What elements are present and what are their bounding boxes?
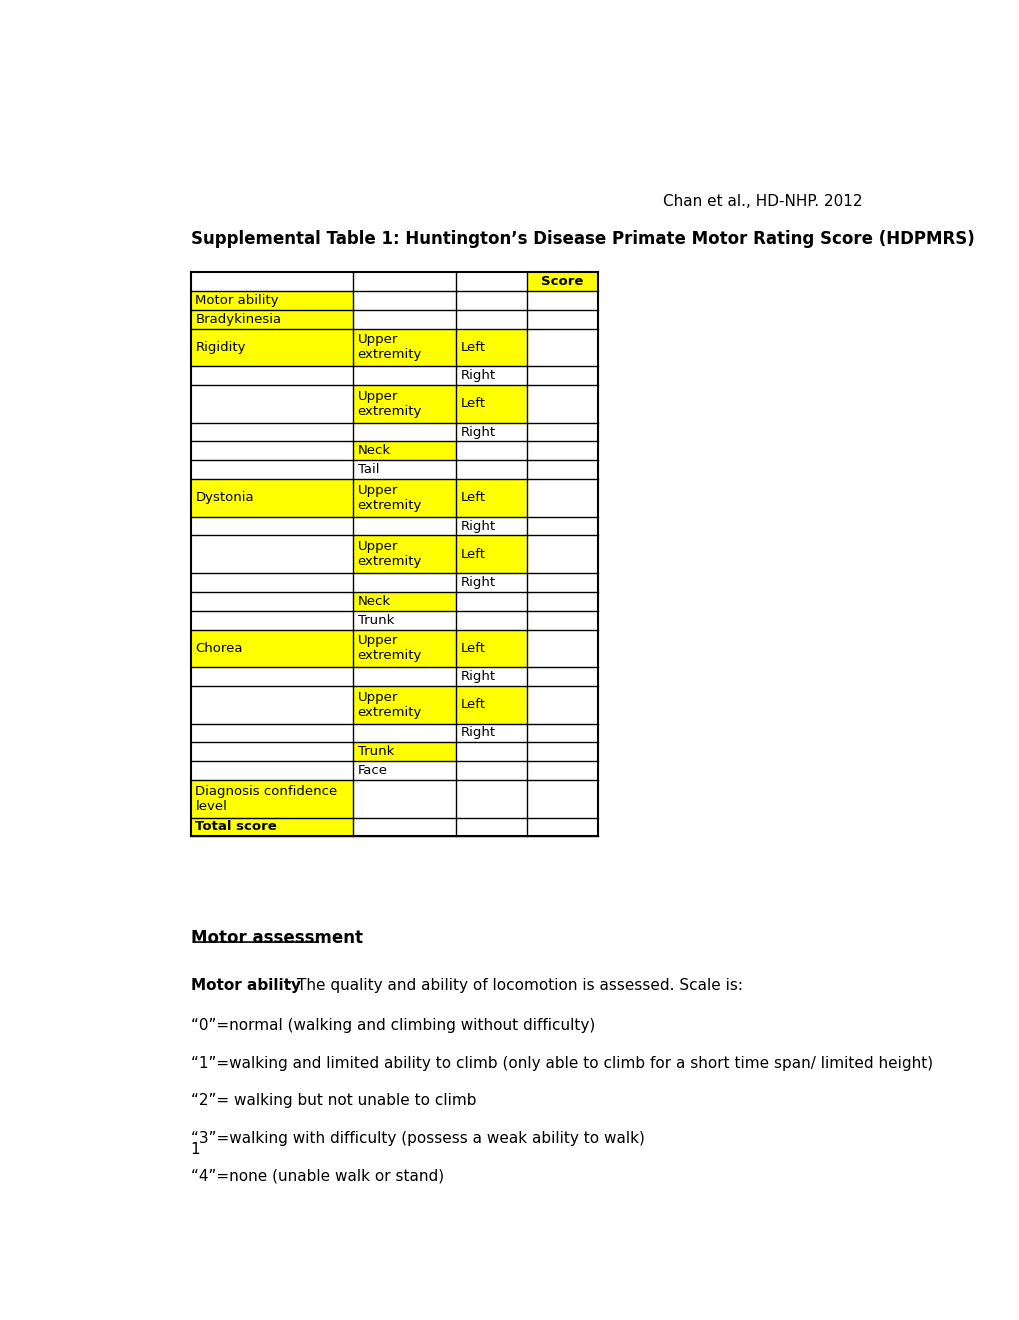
Text: Right: Right — [460, 370, 495, 383]
Text: Neck: Neck — [358, 595, 390, 607]
Bar — [526, 272, 597, 290]
Bar — [191, 290, 353, 310]
Text: Left: Left — [460, 397, 485, 411]
Bar — [353, 441, 455, 461]
Text: Score: Score — [540, 275, 583, 288]
Text: Right: Right — [460, 425, 495, 438]
Text: Tail: Tail — [358, 463, 379, 477]
Text: Chan et al., HD-NHP. 2012: Chan et al., HD-NHP. 2012 — [662, 194, 862, 209]
Text: : The quality and ability of locomotion is assessed. Scale is:: : The quality and ability of locomotion … — [287, 978, 743, 993]
Text: Supplemental Table 1: Huntington’s Disease Primate Motor Rating Score (HDPMRS): Supplemental Table 1: Huntington’s Disea… — [191, 230, 973, 248]
Text: Upper
extremity: Upper extremity — [358, 635, 422, 663]
Bar — [455, 686, 526, 723]
Text: Total score: Total score — [196, 821, 277, 833]
Bar — [353, 630, 455, 667]
Bar — [353, 742, 455, 762]
Text: “2”= walking but not unable to climb: “2”= walking but not unable to climb — [191, 1093, 476, 1109]
Text: Neck: Neck — [358, 445, 390, 457]
Bar — [353, 329, 455, 366]
Text: Left: Left — [460, 548, 485, 561]
Bar — [455, 630, 526, 667]
Text: Upper
extremity: Upper extremity — [358, 334, 422, 362]
Text: Dystonia: Dystonia — [196, 491, 254, 504]
Text: Trunk: Trunk — [358, 746, 393, 758]
Bar — [191, 329, 353, 366]
Text: Chorea: Chorea — [196, 642, 243, 655]
Text: Left: Left — [460, 698, 485, 711]
Bar — [353, 591, 455, 611]
Text: Motor ability: Motor ability — [196, 294, 279, 308]
Bar — [191, 780, 353, 817]
Text: Right: Right — [460, 520, 495, 532]
Bar — [191, 310, 353, 329]
Text: Diagnosis confidence
level: Diagnosis confidence level — [196, 784, 337, 813]
Text: Upper
extremity: Upper extremity — [358, 690, 422, 718]
Bar — [455, 536, 526, 573]
Text: Upper
extremity: Upper extremity — [358, 540, 422, 569]
Bar — [191, 479, 353, 516]
Text: “1”=walking and limited ability to climb (only able to climb for a short time sp: “1”=walking and limited ability to climb… — [191, 1056, 932, 1071]
Bar — [353, 479, 455, 516]
Text: Right: Right — [460, 726, 495, 739]
Text: Right: Right — [460, 576, 495, 589]
Text: Left: Left — [460, 642, 485, 655]
Bar — [191, 630, 353, 667]
Text: Right: Right — [460, 671, 495, 682]
Bar — [455, 329, 526, 366]
Text: Upper
extremity: Upper extremity — [358, 484, 422, 512]
Text: Left: Left — [460, 341, 485, 354]
Text: 1: 1 — [191, 1142, 200, 1156]
Text: Trunk: Trunk — [358, 614, 393, 627]
Bar — [353, 686, 455, 723]
Bar — [455, 479, 526, 516]
Text: Motor assessment: Motor assessment — [191, 929, 363, 946]
Text: Motor ability: Motor ability — [191, 978, 301, 993]
Text: “3”=walking with difficulty (possess a weak ability to walk): “3”=walking with difficulty (possess a w… — [191, 1131, 644, 1146]
Text: “4”=none (unable walk or stand): “4”=none (unable walk or stand) — [191, 1168, 443, 1184]
Bar — [455, 385, 526, 422]
Text: Upper
extremity: Upper extremity — [358, 389, 422, 418]
Bar — [353, 536, 455, 573]
Text: Rigidity: Rigidity — [196, 341, 246, 354]
Bar — [353, 385, 455, 422]
Text: Bradykinesia: Bradykinesia — [196, 313, 281, 326]
Text: Face: Face — [358, 764, 387, 777]
Text: Left: Left — [460, 491, 485, 504]
Bar — [191, 817, 353, 837]
Text: “0”=normal (walking and climbing without difficulty): “0”=normal (walking and climbing without… — [191, 1018, 594, 1034]
